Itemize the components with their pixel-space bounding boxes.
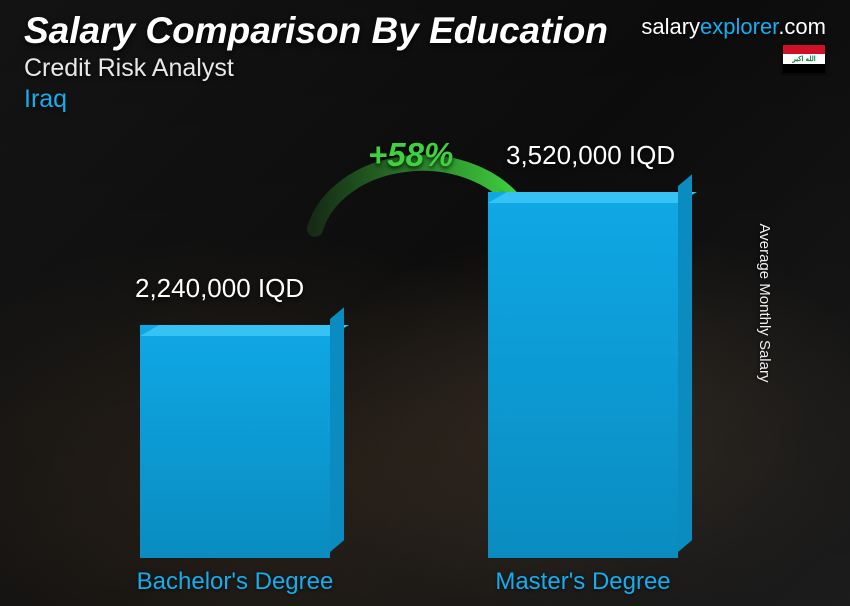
- bar-label-masters: Master's Degree: [495, 568, 670, 596]
- flag-script: الله اكبر: [792, 55, 815, 63]
- brand-suffix: .com: [778, 14, 826, 39]
- bar-shape-bachelors: [140, 325, 330, 558]
- infographic-container: Salary Comparison By Education Credit Ri…: [0, 0, 850, 606]
- bar-masters: 3,520,000 IQD Master's Degree: [488, 192, 678, 558]
- salary-bar-chart: +58% 2,240,000 IQD Bachelor's Degree 3,5…: [80, 170, 770, 558]
- brand-mid: explorer: [700, 14, 778, 39]
- flag-stripe-white: الله اكبر: [783, 54, 825, 63]
- bar-top-face: [488, 192, 697, 203]
- brand-logo: salaryexplorer.com: [641, 14, 826, 40]
- country-name: Iraq: [24, 85, 826, 114]
- bar-shape-masters: [488, 192, 678, 558]
- bar-label-bachelors: Bachelor's Degree: [137, 568, 334, 596]
- flag-stripe-red: [783, 45, 825, 54]
- flag-stripe-black: [783, 64, 825, 73]
- increase-percentage: +58%: [368, 136, 453, 174]
- bar-value-masters: 3,520,000 IQD: [506, 140, 675, 171]
- bar-top-face: [140, 325, 349, 336]
- bar-bachelors: 2,240,000 IQD Bachelor's Degree: [140, 325, 330, 558]
- bar-front-face: [488, 192, 678, 558]
- bar-side-face: [330, 307, 344, 552]
- country-flag-icon: الله اكبر: [782, 44, 826, 74]
- bar-side-face: [678, 174, 692, 552]
- job-title: Credit Risk Analyst: [24, 54, 826, 83]
- brand-prefix: salary: [641, 14, 700, 39]
- bar-value-bachelors: 2,240,000 IQD: [135, 273, 304, 304]
- bar-front-face: [140, 325, 330, 558]
